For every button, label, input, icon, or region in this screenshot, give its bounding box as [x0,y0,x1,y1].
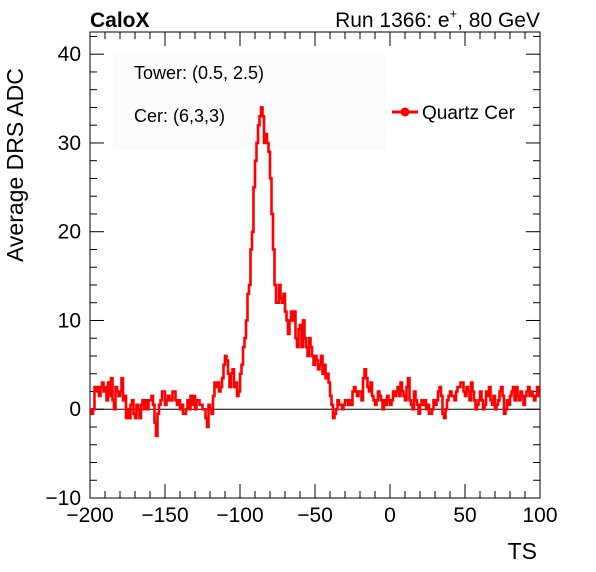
header-right: Run 1366: e+, 80 GeV [335,6,540,32]
x-tick-label: −50 [297,504,333,527]
y-tick-label: −10 [45,487,81,510]
legend-marker [400,107,410,117]
y-tick-label: 30 [58,132,81,155]
info-cer: Cer: (6,3,3) [134,106,225,126]
series-quartz-cer-line [90,106,540,438]
header-right-prefix: Run 1366: e [335,9,449,32]
x-tick-label: −100 [216,504,263,527]
y-axis-title: Average DRS ADC [2,68,28,262]
legend-label: Quartz Cer [422,103,516,124]
header-left: CaloX [90,9,150,32]
x-tick-label: 100 [522,504,557,527]
info-box [113,53,386,150]
x-tick-label: 0 [384,504,396,527]
x-tick-label: −150 [141,504,188,527]
plot-layer: −200 −150 −100 −50 0 50 100−10010203040Quartz … [45,31,558,527]
x-axis-title: TS [508,538,537,564]
y-tick-label: 10 [58,309,81,332]
info-tower: Tower: (0.5, 2.5) [134,63,264,83]
y-tick-label: 20 [58,221,81,244]
x-tick-label: −200 [66,504,113,527]
y-tick-label: 40 [58,43,81,66]
header-right-sup: + [450,6,458,21]
x-tick-label: 50 [453,504,476,527]
y-tick-label: 0 [69,398,81,421]
header-right-suffix: , 80 GeV [457,9,540,32]
